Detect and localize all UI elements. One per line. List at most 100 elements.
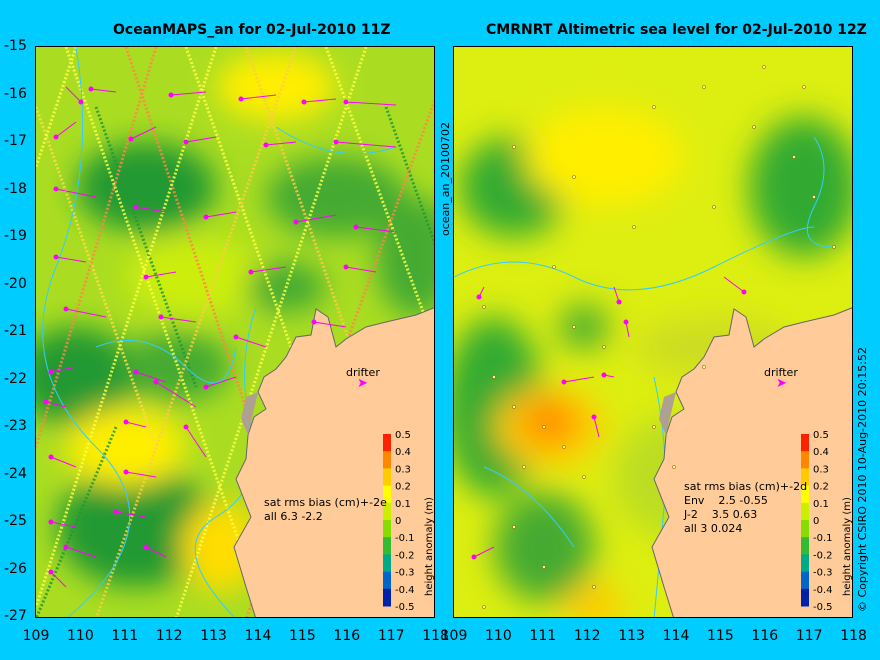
- obs-point: [512, 405, 516, 409]
- current-vector-head: [143, 544, 149, 550]
- altimeter-obs-points: [482, 65, 836, 609]
- colorbar-segment: [801, 571, 809, 590]
- longitude-tick: 114: [662, 628, 690, 644]
- current-vector: [130, 126, 157, 140]
- obs-point: [632, 225, 636, 229]
- current-vector: [295, 214, 337, 223]
- latitude-tick: -18: [4, 180, 27, 197]
- current-vector-head: [123, 469, 129, 475]
- current-vector: [313, 321, 347, 328]
- left-map-panel: 0.5 0.4 0.3 0.2 0.1 0 -0.1 -0.2 -0.3 -0.4 -0.5 heig…: [35, 46, 435, 618]
- current-vector: [250, 266, 287, 273]
- current-vector-head: [591, 414, 597, 420]
- colorbar-segment: [383, 588, 391, 607]
- current-vector: [145, 271, 177, 278]
- obs-point: [562, 445, 566, 449]
- latitude-tick: -20: [4, 275, 27, 292]
- current-vector-head: [123, 419, 129, 425]
- right-stats-line-1: Env 2.5 -0.55: [684, 494, 768, 507]
- latitude-tick: -21: [4, 323, 27, 339]
- colorbar-tick: 0.4: [395, 447, 411, 458]
- right-map-panel: 0.5 0.4 0.3 0.2 0.1 0 -0.1 -0.2 -0.3 -0.4 -0.5 heig…: [453, 46, 853, 618]
- longitude-tick: 115: [707, 628, 734, 644]
- colorbar-tick: 0.5: [813, 430, 829, 441]
- coast-shadow: [241, 392, 258, 435]
- colorbar-tick: 0: [813, 516, 819, 527]
- copyright-label: © Copyright CSIRO 2010 10-Aug-2010 20:15…: [856, 346, 869, 612]
- longitude-tick: 112: [155, 628, 183, 644]
- current-vector: [625, 321, 630, 338]
- current-vector-head: [168, 92, 174, 98]
- current-vector-head: [133, 369, 139, 375]
- colorbar-right: 0.5 0.4 0.3 0.2 0.1 0 -0.1 -0.2 -0.3 -0.4 -0.5 heig…: [801, 430, 852, 613]
- current-vector: [125, 421, 147, 428]
- product-id-label: ocean_an_20100702: [439, 122, 452, 236]
- obs-point: [572, 175, 576, 179]
- colorbar-segment: [801, 520, 809, 538]
- right-stats-line-2: J-2 3.5 0.63: [684, 508, 758, 521]
- longitude-tick: 110: [67, 628, 94, 644]
- current-vector-head: [601, 372, 607, 378]
- right-stats-line-3: all 3 0.024: [684, 522, 743, 535]
- colorbar-segment: [383, 554, 391, 573]
- current-vector: [55, 121, 77, 138]
- longitude-tick: 118: [840, 628, 867, 644]
- current-vector: [563, 376, 595, 383]
- colorbar-segment: [383, 537, 391, 555]
- current-vector: [65, 546, 97, 558]
- right-drifter-arrow-icon: ➤: [776, 376, 787, 391]
- current-vector: [90, 88, 117, 93]
- obs-point: [832, 245, 836, 249]
- longitude-tick: 117: [377, 628, 405, 644]
- colorbar-tick: 0.2: [395, 482, 411, 493]
- left-stats-line: all 6.3 -2.2: [264, 510, 323, 523]
- obs-point: [762, 65, 766, 69]
- current-vector: [205, 376, 237, 388]
- current-vector-head: [48, 519, 54, 525]
- current-vector-head: [48, 569, 54, 575]
- obs-point: [482, 605, 486, 609]
- colorbar-segment: [383, 434, 391, 452]
- current-vector: [50, 521, 77, 528]
- latitude-tick: -22: [4, 370, 27, 387]
- current-vector-head: [238, 96, 244, 102]
- colorbar-segment: [383, 485, 391, 504]
- colorbar-tick: -0.3: [395, 568, 415, 579]
- colorbar-segment: [801, 451, 809, 469]
- current-vector: [135, 371, 167, 383]
- current-vector-head: [48, 369, 54, 375]
- latitude-tick: -23: [4, 418, 27, 434]
- current-vector-head: [78, 99, 84, 105]
- longitude-tick: 118: [422, 628, 449, 644]
- colorbar-segment: [801, 468, 809, 487]
- current-vector-head: [63, 544, 69, 550]
- current-vector-head: [203, 384, 209, 390]
- longitude-tick: 112: [573, 628, 601, 644]
- current-vector: [355, 226, 397, 233]
- current-vector: [155, 381, 197, 408]
- latitude-tick: -25: [4, 513, 27, 529]
- colorbar-left: 0.5 0.4 0.3 0.2 0.1 0 -0.1 -0.2 -0.3 -0.4 -0.5 heig…: [383, 430, 434, 613]
- current-vector: [160, 316, 197, 323]
- obs-point: [552, 265, 556, 269]
- current-vector: [145, 546, 167, 558]
- left-stats-header: sat rms bias (cm)+-2e: [264, 496, 387, 509]
- colorbar-segment: [383, 571, 391, 590]
- current-vector-head: [471, 554, 477, 560]
- right-stats-header: sat rms bias (cm)+-2d: [684, 480, 808, 493]
- colorbar-tick: 0.2: [813, 482, 829, 493]
- current-vector: [55, 188, 97, 198]
- current-vector: [170, 91, 207, 96]
- current-vector-head: [183, 139, 189, 145]
- obs-point: [512, 145, 516, 149]
- colorbar-tick: -0.2: [813, 550, 833, 561]
- colorbar-segment: [801, 502, 809, 521]
- colorbar-segment: [801, 485, 809, 504]
- colorbar-tick: -0.1: [395, 533, 415, 544]
- longitude-tick: 116: [751, 628, 779, 644]
- left-drifter-arrow-icon: ➤: [357, 376, 368, 391]
- current-vector: [50, 456, 77, 468]
- longitude-tick: 111: [529, 628, 557, 644]
- current-vector-head: [623, 319, 629, 325]
- obs-point: [522, 465, 526, 469]
